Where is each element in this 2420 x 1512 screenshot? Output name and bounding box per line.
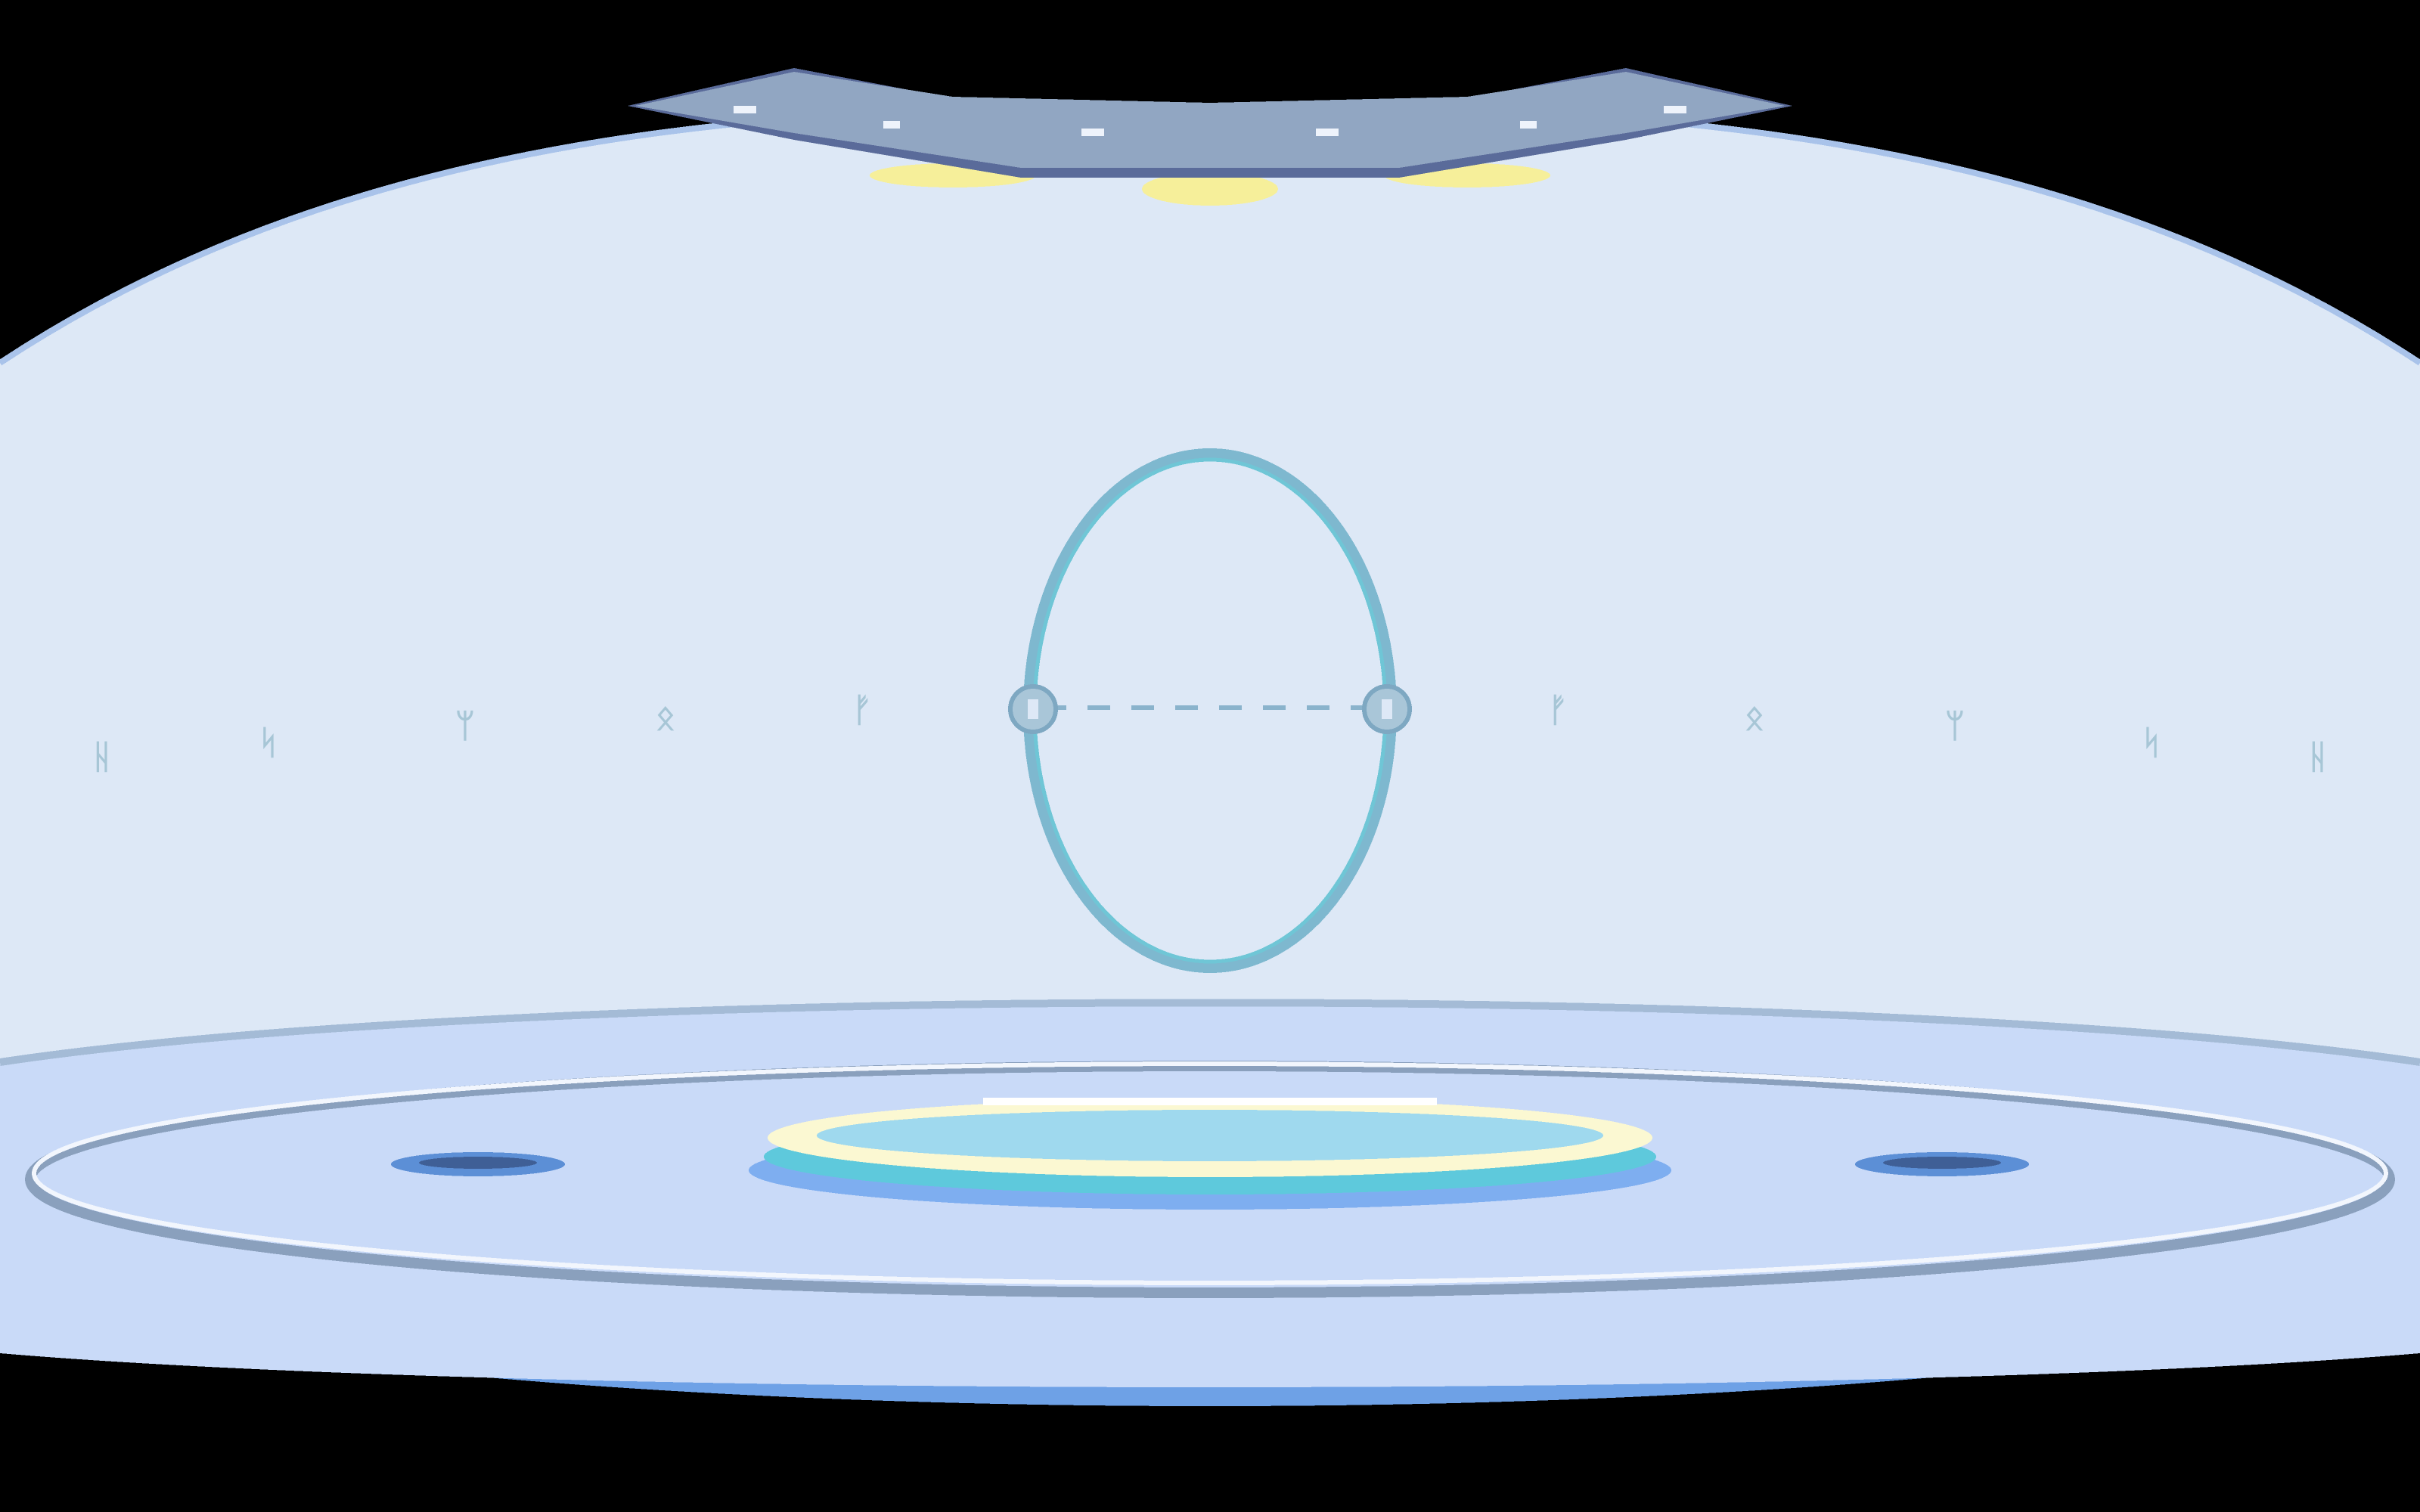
wall-glyph: ᛘ: [455, 707, 475, 745]
wall-glyph: ᛋ: [2142, 723, 2161, 762]
ceiling-lamp: [1520, 121, 1537, 129]
ceiling-lamp: [1316, 129, 1339, 136]
ceiling-lamp: [883, 121, 900, 129]
floor-vents: [391, 1152, 2029, 1176]
ceiling-lamp: [1664, 106, 1686, 113]
wall-glyph: ᛋ: [259, 723, 278, 762]
floor-platform: [0, 999, 2420, 1406]
portal[interactable]: [1008, 448, 1412, 973]
vent-right-inner: [1883, 1157, 2001, 1169]
ceiling-fixture-body: [635, 72, 1785, 168]
floor-outer-line: [0, 999, 2420, 1066]
portal-node-core: [1028, 699, 1038, 719]
ceiling-lamp: [734, 106, 756, 113]
wall-glyph: ᛘ: [1945, 707, 1965, 745]
portal-node-core: [1382, 699, 1392, 719]
wall-glyphs-right: ᚠ ᛟ ᛘ ᛋ ᚺ: [1548, 691, 2328, 776]
wall-glyph: ᚠ: [1548, 691, 1568, 730]
ceiling-fixture: [628, 68, 1792, 206]
wall-glyph: ᚠ: [852, 691, 872, 730]
ceiling-lamp: [1081, 129, 1104, 136]
floor-inner-ring: [32, 1061, 2388, 1285]
dome-background: [0, 106, 2420, 1074]
ceiling-light-center: [1142, 172, 1278, 206]
wall-glyph: ᛟ: [1745, 699, 1764, 737]
vent-left-inner: [419, 1157, 537, 1169]
wall-glyphs-left: ᚺ ᛋ ᛘ ᛟ ᚠ: [92, 691, 872, 776]
pool-surface: [817, 1110, 1603, 1161]
wall-glyph: ᚺ: [92, 738, 112, 776]
teleport-pool[interactable]: [749, 1098, 1671, 1210]
wall-glyph: ᚺ: [2308, 738, 2328, 776]
pool-highlight: [983, 1098, 1437, 1105]
wall-glyph: ᛟ: [656, 699, 675, 737]
